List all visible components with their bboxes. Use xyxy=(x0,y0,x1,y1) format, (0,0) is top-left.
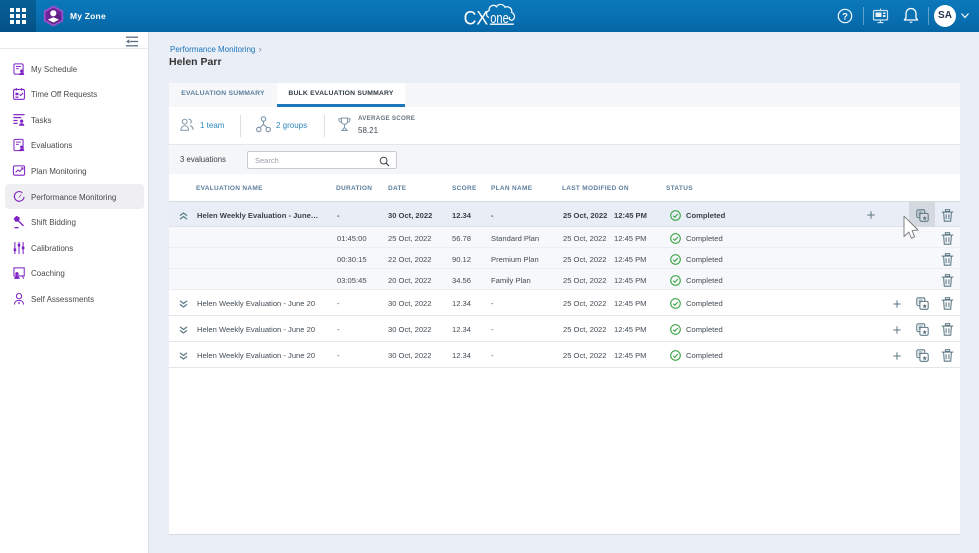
svg-text:one: one xyxy=(490,10,509,27)
svg-text:CX: CX xyxy=(464,7,489,29)
svg-text:?: ? xyxy=(842,11,848,22)
